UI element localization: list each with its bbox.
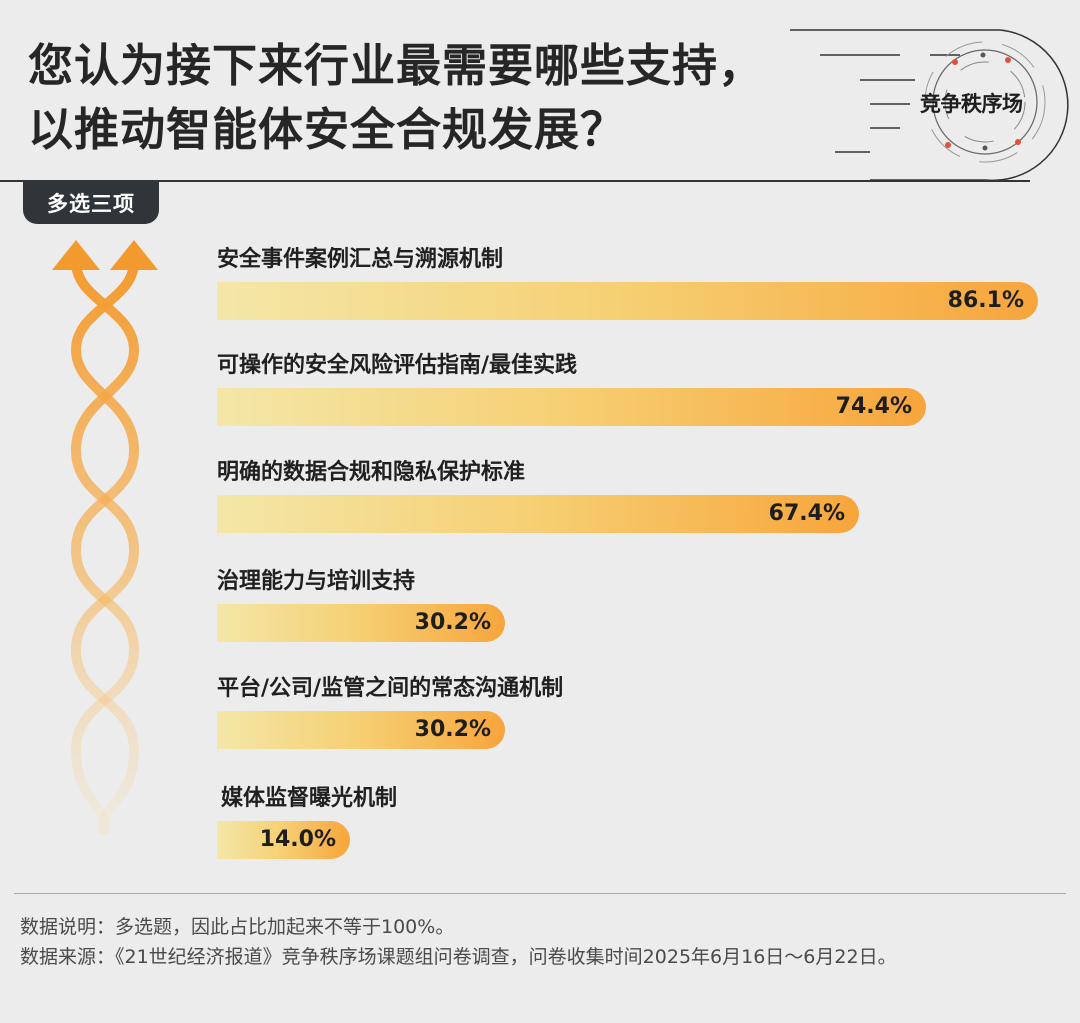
bar-row: 安全事件案例汇总与溯源机制 86.1% — [217, 244, 1038, 320]
bar: 30.2% — [217, 604, 505, 642]
bar-row: 明确的数据合规和隐私保护标准 67.4% — [217, 457, 859, 533]
footer-divider — [14, 893, 1066, 894]
bar-row: 媒体监督曝光机制 14.0% — [217, 783, 397, 859]
bar: 14.0% — [217, 821, 350, 859]
title-line-2: 以推动智能体安全合规发展？ — [28, 103, 627, 156]
bar-label: 安全事件案例汇总与溯源机制 — [217, 247, 504, 272]
bar: 74.4% — [217, 388, 926, 426]
bar-label: 可操作的安全风险评估指南/最佳实践 — [217, 353, 578, 378]
bar-row: 可操作的安全风险评估指南/最佳实践 74.4% — [217, 350, 926, 426]
header-decoration — [790, 29, 1069, 182]
data-source: 数据来源：《21世纪经济报道》竞争秩序场课题组问卷调查，问卷收集时间2025年6… — [20, 946, 897, 968]
bar-value-label: 67.4% — [768, 501, 845, 526]
bar-label: 媒体监督曝光机制 — [221, 786, 398, 811]
bar-value-label: 74.4% — [835, 394, 912, 419]
bar-label: 明确的数据合规和隐私保护标准 — [217, 460, 526, 485]
bar: 30.2% — [217, 711, 505, 749]
bar-label: 治理能力与培训支持 — [217, 569, 416, 594]
brand-badge: 竞争秩序场 — [920, 92, 1023, 116]
footer-notes: 数据说明：多选题，因此占比加起来不等于100%。 数据来源：《21世纪经济报道》… — [20, 912, 1060, 972]
bar-value-label: 30.2% — [414, 717, 491, 742]
bar-value-label: 86.1% — [947, 288, 1024, 313]
multi-select-tag: 多选三项 — [23, 182, 159, 224]
title-line-1: 您认为接下来行业最需要哪些支持， — [28, 39, 765, 92]
bar-row: 平台/公司/监管之间的常态沟通机制 30.2% — [217, 673, 563, 749]
bar: 86.1% — [217, 282, 1038, 320]
bar-row: 治理能力与培训支持 30.2% — [217, 566, 505, 642]
data-note: 数据说明：多选题，因此占比加起来不等于100%。 — [20, 916, 455, 938]
page-title: 您认为接下来行业最需要哪些支持， 以推动智能体安全合规发展？ — [28, 34, 888, 162]
orbit-badge-icon — [924, 41, 1046, 163]
bar-label: 平台/公司/监管之间的常态沟通机制 — [217, 676, 564, 701]
header-divider — [0, 180, 1030, 182]
bar-value-label: 30.2% — [414, 610, 491, 635]
double-helix-arrows-icon — [52, 240, 158, 835]
bar: 67.4% — [217, 495, 859, 533]
bar-value-label: 14.0% — [259, 827, 336, 852]
